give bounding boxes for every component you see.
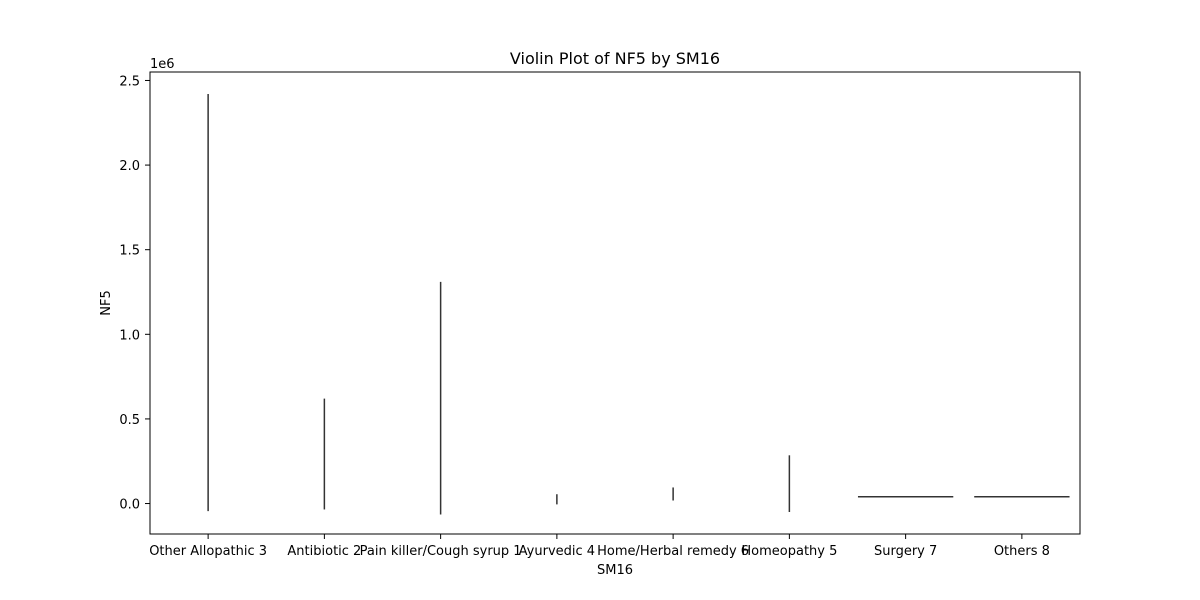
x-tick-label: Surgery 7: [874, 544, 937, 559]
x-axis-label: SM16: [597, 563, 633, 578]
x-tick-label: Home/Herbal remedy 6: [597, 544, 749, 559]
y-tick-label: 0.0: [119, 498, 140, 513]
y-tick-label: 2.5: [119, 74, 140, 89]
x-tick-label: Ayurvedic 4: [519, 544, 595, 559]
y-tick-label: 0.5: [119, 413, 140, 428]
x-tick-label: Pain killer/Cough syrup 1: [360, 544, 522, 559]
plot-area: 0.0 0.5 1.0 1.5 2.0 2.5 Other Allopathic 3 Anti…: [119, 71, 1081, 559]
x-tick-label: Other Allopathic 3: [149, 544, 267, 559]
y-tick-label: 2.0: [119, 159, 140, 174]
x-tick-label: Antibiotic 2: [287, 544, 361, 559]
chart-title: Violin Plot of NF5 by SM16: [510, 49, 720, 68]
y-tick-label: 1.5: [119, 244, 140, 259]
y-tick-label: 1.0: [119, 328, 140, 343]
plot-frame: [149, 71, 1081, 535]
y-axis-label: NF5: [99, 290, 114, 315]
x-tick-label: Homeopathy 5: [741, 544, 837, 559]
x-tick-label: Others 8: [994, 544, 1050, 559]
y-offset-label: 1e6: [150, 57, 175, 72]
